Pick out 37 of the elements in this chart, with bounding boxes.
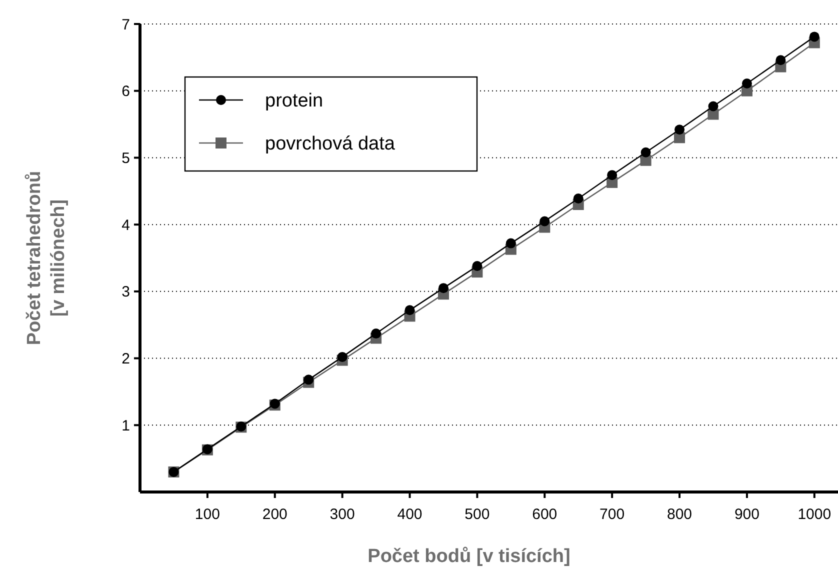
point [472, 261, 482, 272]
y-tick-label: 6 [122, 83, 130, 100]
x-tick-label: 700 [600, 506, 625, 523]
x-tick-label: 300 [330, 506, 355, 523]
x-tick-label: 500 [464, 506, 490, 523]
point [640, 147, 651, 158]
point [540, 216, 550, 226]
point [809, 32, 820, 42]
x-axis-title: Počet bodů [v tisících] [368, 546, 570, 567]
point [404, 305, 415, 316]
point [304, 374, 314, 385]
point [371, 328, 382, 339]
y-tick-label: 5 [122, 150, 130, 167]
x-tick-label: 800 [667, 506, 692, 523]
point [506, 238, 516, 248]
y-tick-label: 2 [122, 350, 130, 368]
y-tick-label: 1 [122, 417, 130, 434]
x-tick-label: 400 [397, 506, 422, 523]
y-tick-label: 7 [122, 16, 130, 34]
point [438, 283, 448, 294]
y-axis-title: Počet tetrahedronů [v miliónech] [24, 170, 69, 346]
legend-label: povrchová data [265, 134, 396, 155]
x-tick-label: 100 [194, 506, 220, 523]
point [573, 193, 584, 204]
point [674, 124, 685, 135]
legend-label: protein [265, 90, 324, 112]
x-tick-label: 200 [262, 506, 288, 523]
y-tick-label: 3 [122, 284, 130, 301]
x-tick-label: 1000 [798, 506, 832, 523]
y-tick-label: 4 [122, 216, 130, 234]
point [708, 101, 718, 112]
point [337, 352, 348, 362]
point [742, 78, 752, 89]
point [776, 55, 786, 66]
x-tick-label: 900 [734, 506, 760, 523]
x-tick-label: 600 [532, 506, 558, 523]
point [607, 170, 618, 180]
